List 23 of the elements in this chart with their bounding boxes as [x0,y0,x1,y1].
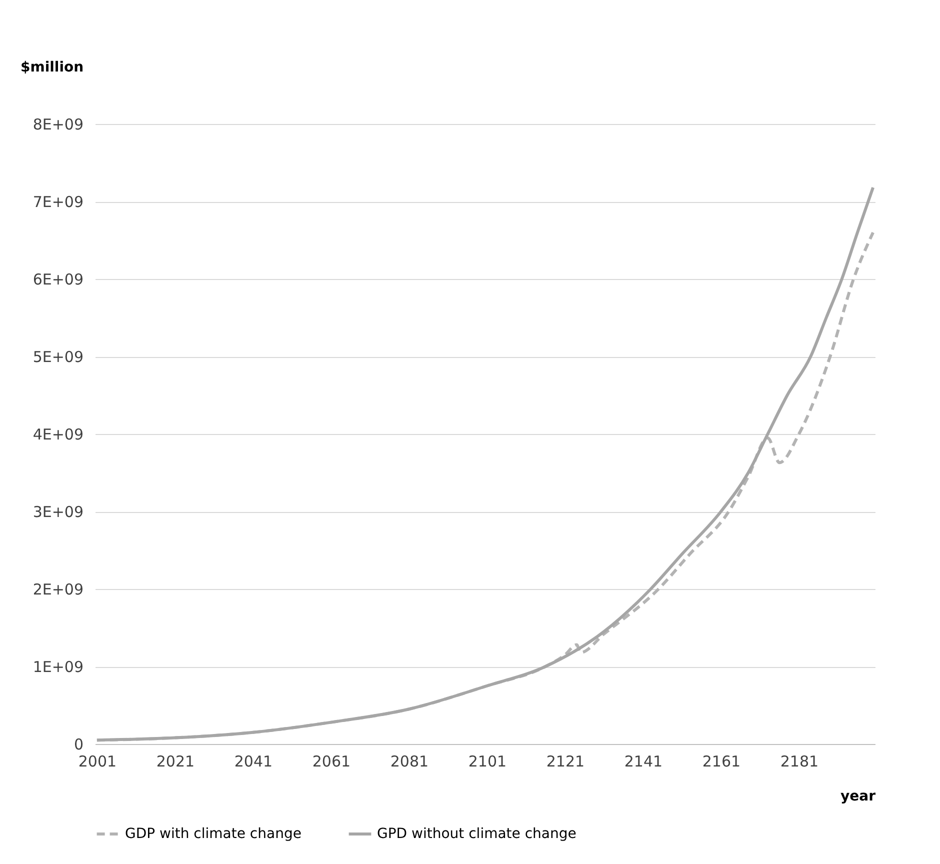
x-tick-label: 2101 [468,752,507,770]
y-tick-label: 6E+09 [32,270,84,288]
y-tick-label: 3E+09 [32,503,84,521]
x-tick-label: 2001 [78,752,117,770]
x-tick-label: 2141 [624,752,663,770]
y-tick-label: 8E+09 [32,116,84,134]
x-tick-label: 2121 [546,752,585,770]
y-tick-label: 1E+09 [32,658,84,676]
y-axis-title: $million [20,60,84,76]
legend-label: GDP with climate change [125,826,302,842]
legend-label: GPD without climate change [377,826,576,842]
y-tick-label: 2E+09 [32,580,84,598]
y-tick-label: 5E+09 [32,348,84,366]
x-tick-label: 2161 [702,752,741,770]
x-tick-label: 2081 [390,752,429,770]
x-tick-label: 2061 [312,752,351,770]
y-tick-label: 7E+09 [32,193,84,211]
x-tick-label: 2041 [234,752,273,770]
x-tick-label: 2021 [156,752,195,770]
y-tick-label: 4E+09 [32,426,84,444]
y-tick-label: 0 [74,736,84,754]
x-axis-title: year [840,788,876,804]
x-tick-label: 2181 [780,752,819,770]
